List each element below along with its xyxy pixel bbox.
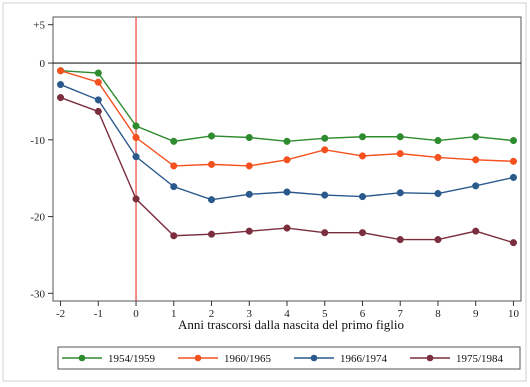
data-point xyxy=(132,122,140,130)
legend-box xyxy=(57,346,521,370)
data-point xyxy=(321,229,329,237)
data-point xyxy=(94,78,102,86)
data-point xyxy=(94,96,102,104)
legend-swatch-marker xyxy=(310,354,318,362)
data-point xyxy=(358,229,367,237)
legend-label: 1954/1959 xyxy=(108,353,156,365)
y-tick-label: 0 xyxy=(40,58,46,70)
data-point xyxy=(94,107,102,115)
data-point xyxy=(245,162,253,170)
y-tick-label: -10 xyxy=(30,135,45,147)
x-tick-label: 10 xyxy=(508,308,520,320)
legend-swatch-marker xyxy=(426,354,434,362)
data-point xyxy=(132,195,140,203)
data-point xyxy=(396,236,404,244)
legend: 1954/1959 1960/1965 1966/1974 1975/1984 xyxy=(62,353,504,365)
data-point xyxy=(321,191,329,199)
data-point xyxy=(283,156,291,164)
x-tick-label: -2 xyxy=(56,308,65,320)
data-point xyxy=(56,80,65,89)
data-point xyxy=(207,230,216,238)
y-axis: +5 0 -10 -20 -30 xyxy=(30,20,53,300)
data-point xyxy=(170,183,178,191)
data-point xyxy=(321,146,329,154)
data-point xyxy=(321,134,329,142)
legend-label: 1960/1965 xyxy=(224,353,272,365)
legend-swatch-marker xyxy=(194,354,202,362)
x-tick-label: -1 xyxy=(94,308,103,320)
data-point xyxy=(132,133,140,142)
data-point xyxy=(509,137,518,145)
y-tick-label: +5 xyxy=(33,20,45,32)
x-tick-label: 2 xyxy=(209,308,215,320)
data-point xyxy=(283,137,291,145)
data-point xyxy=(245,133,253,142)
x-tick-label: 3 xyxy=(247,308,253,320)
data-point xyxy=(472,156,480,164)
data-point xyxy=(207,160,216,168)
data-point xyxy=(132,153,140,161)
series-group xyxy=(56,67,518,247)
data-point xyxy=(472,227,480,235)
data-point xyxy=(472,133,480,141)
x-tick-label: 6 xyxy=(360,308,366,320)
x-tick-label: 7 xyxy=(397,308,403,320)
data-point xyxy=(207,196,216,204)
data-point xyxy=(283,224,291,232)
data-point xyxy=(170,232,178,240)
data-point xyxy=(56,94,65,102)
data-point xyxy=(245,227,253,235)
data-point xyxy=(434,137,442,145)
data-point xyxy=(434,153,442,162)
legend-swatch-marker xyxy=(78,354,86,362)
data-point xyxy=(170,137,178,145)
x-axis: -2 -1 0 1 2 3 4 5 6 7 8 9 10 xyxy=(56,301,519,320)
x-axis-title: Anni trascorsi dalla nascita del primo f… xyxy=(178,317,404,332)
x-tick-label: 1 xyxy=(171,308,177,320)
data-point xyxy=(283,188,291,196)
x-tick-label: 4 xyxy=(284,308,290,320)
data-point xyxy=(358,193,367,201)
y-tick-label: -20 xyxy=(30,212,45,224)
data-point xyxy=(509,157,518,165)
data-point xyxy=(509,173,518,181)
data-point xyxy=(207,132,216,140)
x-tick-label: 5 xyxy=(322,308,328,320)
legend-label: 1975/1984 xyxy=(456,353,504,365)
x-tick-label: 9 xyxy=(473,308,479,320)
data-point xyxy=(434,189,442,198)
data-point xyxy=(245,190,253,198)
data-point xyxy=(396,133,404,141)
data-point xyxy=(396,189,404,197)
data-point xyxy=(509,239,518,247)
legend-label: 1966/1974 xyxy=(340,353,388,365)
data-point xyxy=(56,67,65,75)
data-point xyxy=(358,133,367,141)
data-point xyxy=(358,152,367,160)
data-point xyxy=(434,236,442,244)
y-tick-label: -30 xyxy=(30,288,45,300)
data-point xyxy=(170,162,178,170)
x-tick-label: 8 xyxy=(435,308,441,320)
data-point xyxy=(472,182,480,190)
data-point xyxy=(94,69,102,77)
data-point xyxy=(396,150,404,158)
x-tick-label: 0 xyxy=(133,308,139,320)
